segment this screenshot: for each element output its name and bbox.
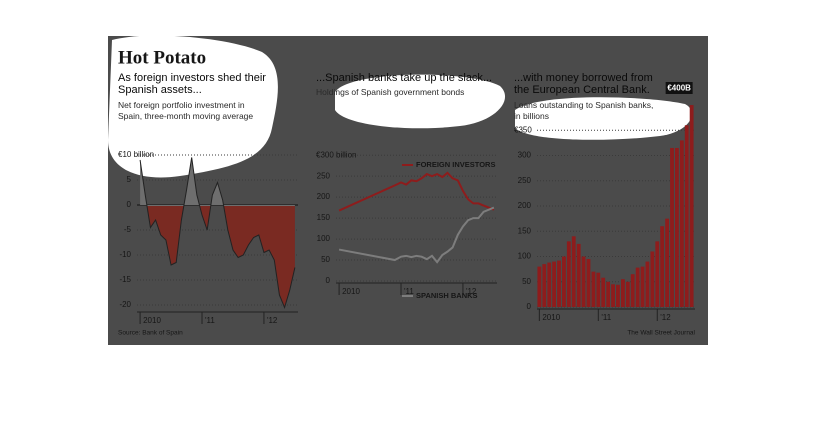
text-line: the European Central Bank. bbox=[514, 84, 650, 96]
bar bbox=[552, 261, 557, 307]
text-block: Holdings of Spanish government bonds bbox=[316, 87, 464, 97]
x-tick-label: '11 bbox=[601, 313, 611, 322]
y-tick-label: 200 bbox=[317, 192, 331, 201]
y-tick-label: €350 bbox=[514, 125, 532, 134]
highlight bbox=[335, 74, 506, 129]
text-line: Holdings of Spanish government bonds bbox=[316, 87, 464, 97]
y-tick-label: 0 bbox=[326, 276, 331, 285]
legend-label: FOREIGN INVESTORS bbox=[416, 160, 495, 169]
area-positive bbox=[140, 157, 295, 206]
text-block: ...with money borrowed from the European … bbox=[514, 72, 653, 96]
bar bbox=[655, 241, 660, 307]
bar bbox=[670, 147, 674, 307]
text-block: Loans outstanding to Spanish banks, in bi… bbox=[514, 100, 653, 121]
legend-label: SPANISH BANKS bbox=[416, 291, 478, 300]
y-tick-label: -5 bbox=[124, 225, 132, 234]
x-tick-label: '12 bbox=[660, 313, 671, 322]
y-tick-label: 200 bbox=[518, 201, 532, 210]
bar bbox=[566, 241, 571, 307]
bar bbox=[640, 266, 645, 307]
bar bbox=[547, 262, 552, 307]
y-tick-label: 50 bbox=[321, 255, 330, 264]
text-line: in billions bbox=[514, 111, 549, 121]
y-tick-label: 250 bbox=[317, 171, 331, 180]
text-line: Loans outstanding to Spanish banks, bbox=[514, 100, 653, 110]
line bbox=[338, 171, 495, 212]
y-tick-label: 100 bbox=[518, 252, 532, 261]
y-tick-label: 100 bbox=[317, 234, 331, 243]
line bbox=[139, 157, 296, 309]
y-tick-label: -15 bbox=[119, 275, 131, 284]
bar bbox=[611, 284, 615, 307]
y-tick-label: 150 bbox=[518, 226, 532, 235]
bar bbox=[542, 264, 547, 307]
text-line: Net foreign portfolio investment in bbox=[118, 100, 245, 110]
y-tick-label: -10 bbox=[119, 250, 131, 259]
y-tick-label: €10 billion bbox=[118, 150, 154, 159]
text-line: ...Spanish banks take up the slack... bbox=[316, 72, 492, 84]
bar bbox=[557, 260, 561, 307]
annotation-box bbox=[665, 82, 693, 94]
bar bbox=[606, 281, 611, 307]
text-line: Spanish assets... bbox=[118, 84, 202, 96]
page-title: Hot Potato bbox=[118, 47, 206, 68]
bar bbox=[562, 256, 566, 307]
text-block: ...Spanish banks take up the slack... bbox=[316, 72, 492, 84]
x-tick-label: '12 bbox=[466, 287, 477, 296]
y-tick-label: -20 bbox=[119, 300, 131, 309]
text-line: As foreign investors shed their bbox=[118, 72, 266, 84]
text-block: As foreign investors shed their Spanish a… bbox=[118, 72, 266, 96]
highlight bbox=[515, 97, 692, 140]
source: The Wall Street Journal bbox=[627, 330, 695, 337]
bar bbox=[581, 256, 586, 307]
x-tick-label: 2010 bbox=[342, 287, 360, 296]
source: Source: Bank of Spain bbox=[118, 330, 183, 337]
bar bbox=[650, 251, 655, 307]
bar bbox=[616, 284, 620, 307]
text-line: ...with money borrowed from bbox=[514, 72, 653, 84]
bar bbox=[576, 243, 581, 307]
bar bbox=[586, 259, 591, 307]
y-tick-label: 0 bbox=[527, 302, 532, 311]
area-negative bbox=[146, 206, 295, 308]
x-tick-label: '11 bbox=[404, 287, 414, 296]
y-tick-label: 300 bbox=[518, 151, 532, 160]
bar bbox=[625, 281, 630, 307]
text-block: Net foreign portfolio investment in Spain… bbox=[118, 100, 253, 121]
x-tick-label: 2010 bbox=[542, 313, 560, 322]
y-tick-label: 250 bbox=[518, 176, 532, 185]
annotation: €400B bbox=[667, 84, 691, 93]
bar bbox=[571, 236, 576, 307]
line bbox=[338, 206, 495, 264]
x-tick-label: 2010 bbox=[143, 316, 161, 325]
bar bbox=[665, 218, 670, 307]
y-tick-label: 150 bbox=[317, 213, 331, 222]
bar bbox=[660, 226, 665, 307]
bar bbox=[679, 140, 684, 307]
y-tick-label: 0 bbox=[127, 200, 132, 209]
bar bbox=[537, 266, 542, 307]
text-line: Spain, three-month moving average bbox=[118, 111, 253, 121]
bar bbox=[630, 274, 635, 307]
y-tick-label: 5 bbox=[127, 175, 132, 184]
highlight bbox=[108, 35, 278, 178]
x-tick-label: '12 bbox=[267, 316, 278, 325]
bar bbox=[684, 125, 689, 308]
bar bbox=[645, 261, 650, 307]
bar bbox=[620, 279, 625, 307]
bar bbox=[689, 105, 694, 307]
bar bbox=[591, 271, 596, 307]
y-tick-label: €300 billion bbox=[316, 150, 356, 159]
bar bbox=[635, 267, 640, 307]
bar bbox=[674, 147, 679, 307]
y-tick-label: 50 bbox=[522, 277, 531, 286]
x-tick-label: '11 bbox=[205, 316, 215, 325]
bar bbox=[601, 277, 606, 307]
bar bbox=[596, 272, 601, 307]
